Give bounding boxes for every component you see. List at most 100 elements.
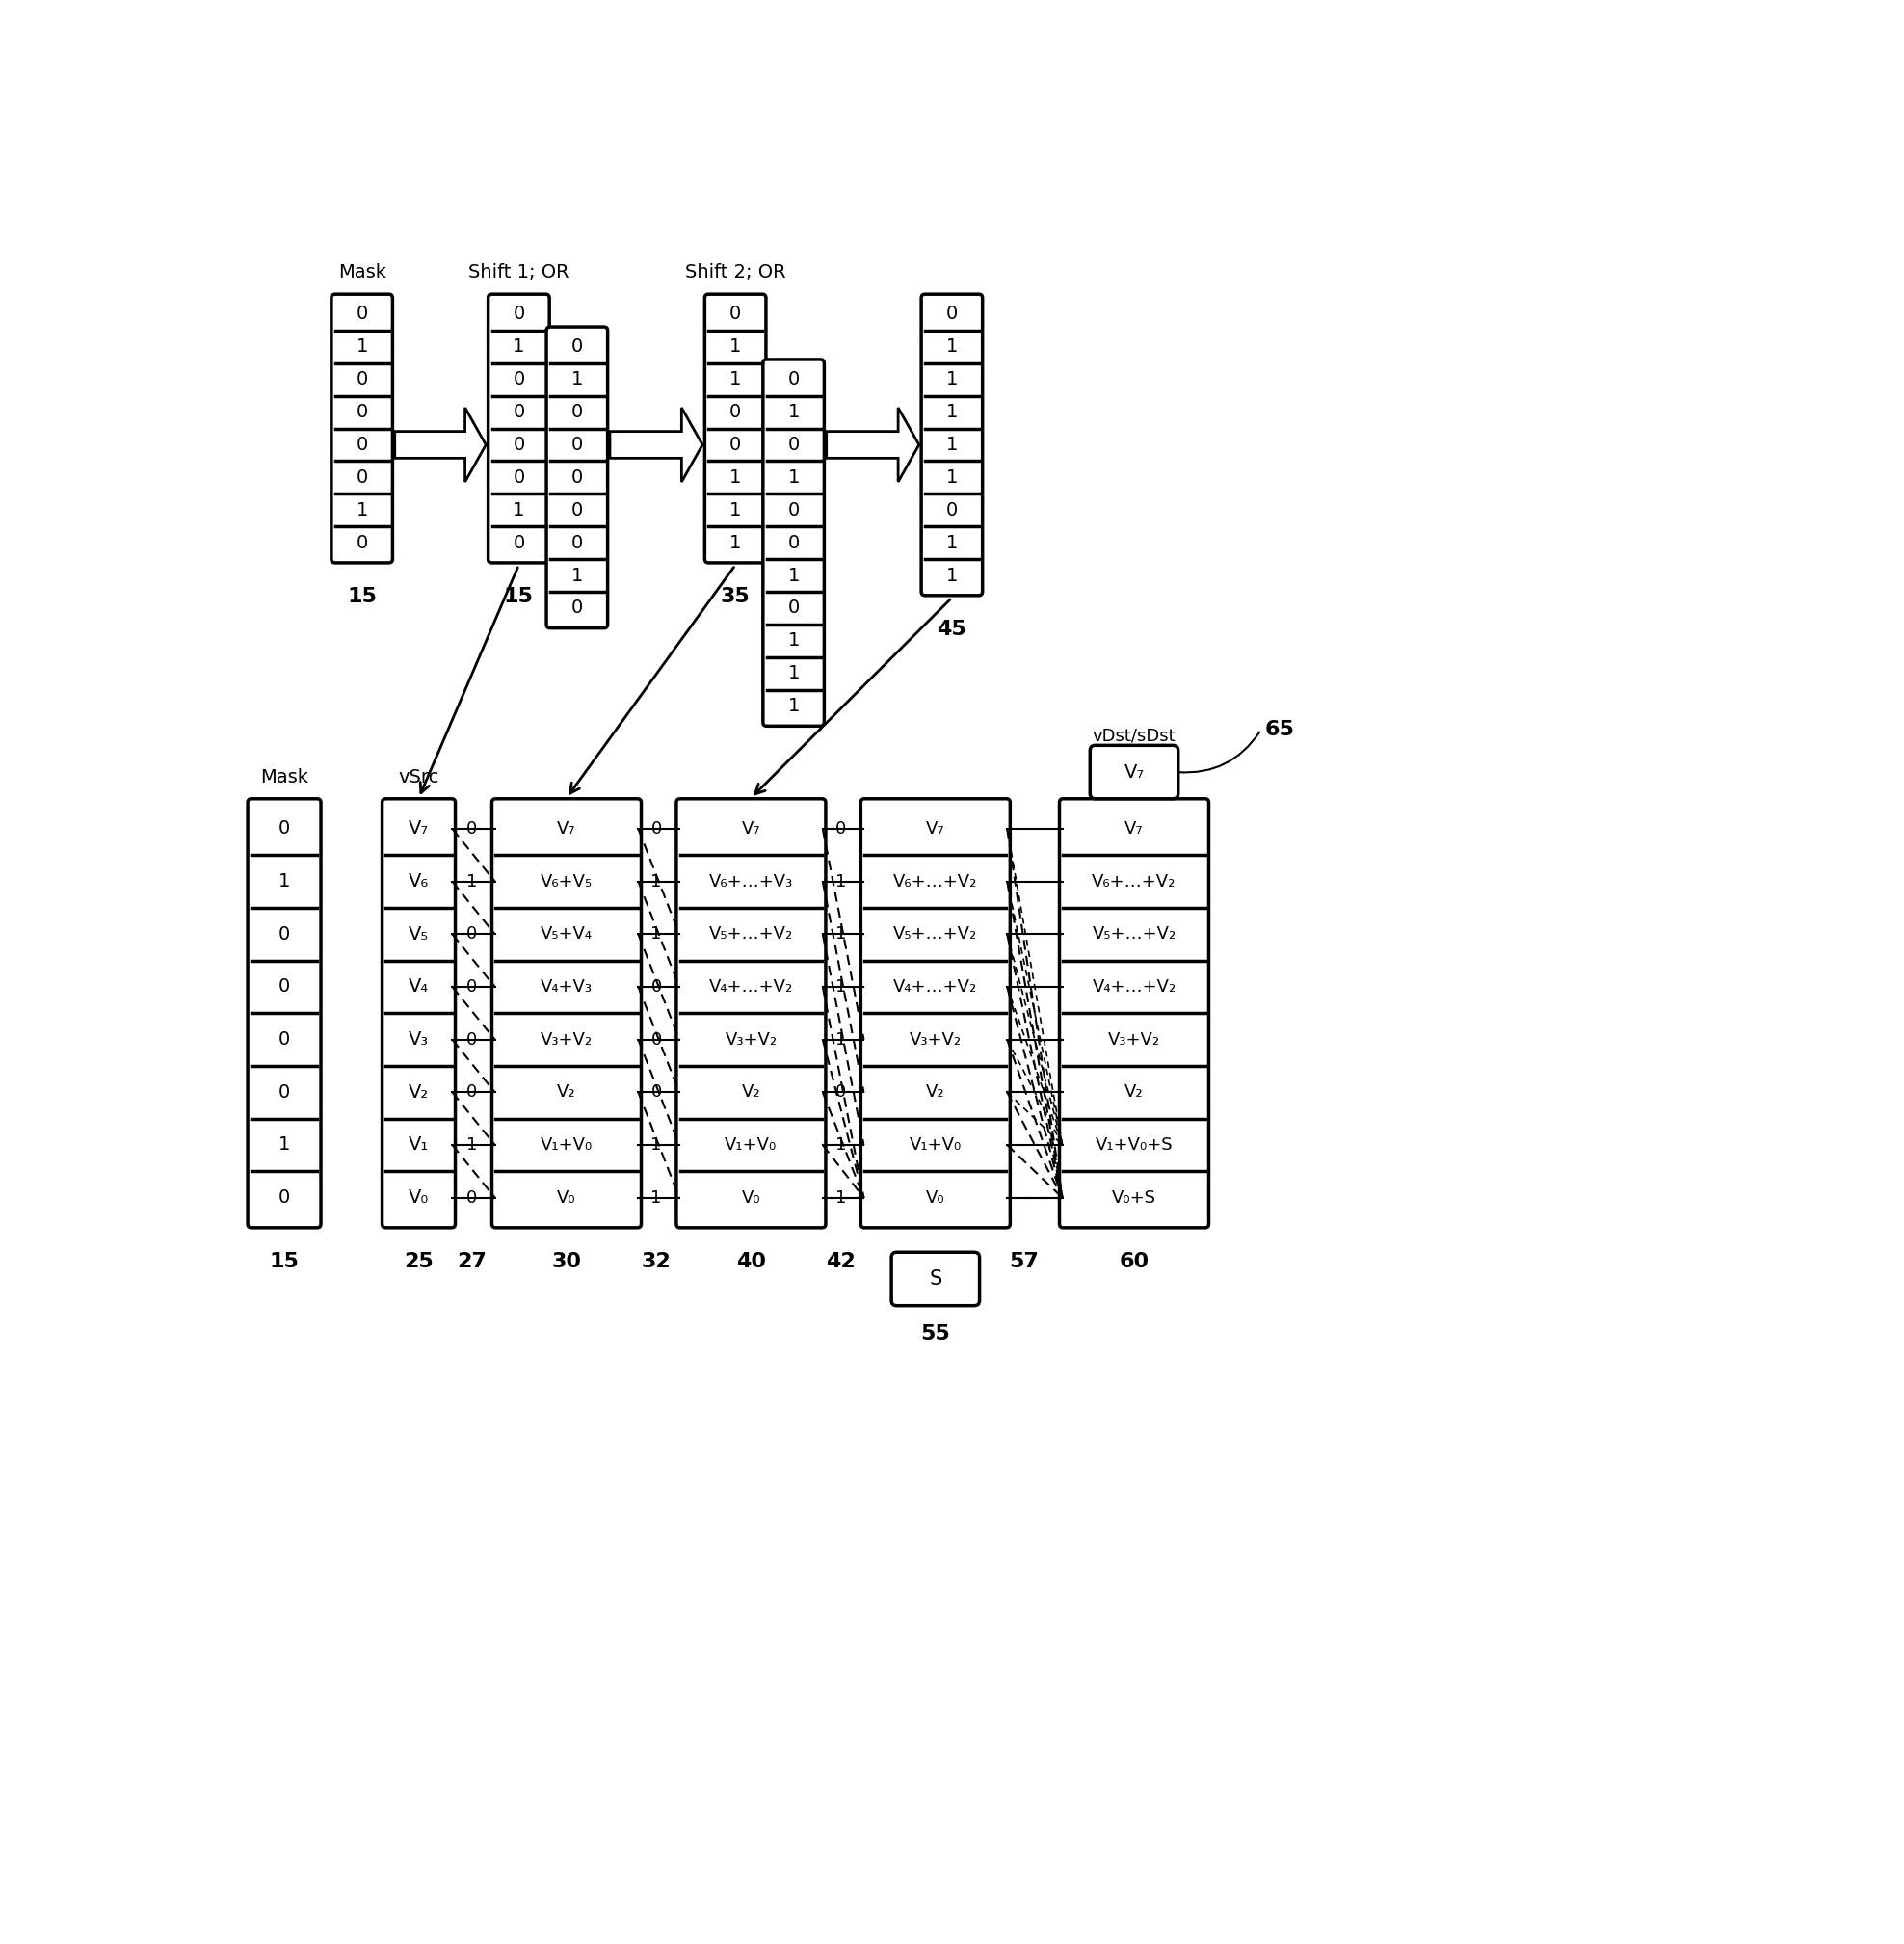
Text: V₂: V₂ — [1125, 1083, 1144, 1100]
Text: 30: 30 — [552, 1252, 581, 1271]
Text: 42: 42 — [826, 1252, 855, 1271]
Text: V₁: V₁ — [409, 1135, 428, 1155]
Text: 0: 0 — [466, 1083, 478, 1100]
Text: 0: 0 — [836, 1083, 845, 1100]
Text: 1: 1 — [278, 873, 289, 890]
Text: 1: 1 — [946, 566, 958, 585]
Text: V₇: V₇ — [741, 820, 760, 838]
Text: V₃+V₂: V₃+V₂ — [541, 1030, 592, 1048]
Text: 1: 1 — [651, 873, 663, 890]
Text: 0: 0 — [788, 369, 800, 389]
Text: 1: 1 — [788, 632, 800, 649]
Text: V₆+…+V₂: V₆+…+V₂ — [1093, 873, 1177, 890]
Text: V₄: V₄ — [409, 978, 428, 995]
Text: V₅+V₄: V₅+V₄ — [541, 925, 592, 943]
Text: 1: 1 — [946, 402, 958, 422]
Text: 57: 57 — [1009, 1252, 1040, 1271]
Text: 0: 0 — [946, 502, 958, 519]
Text: 1: 1 — [729, 502, 741, 519]
Text: 0: 0 — [356, 469, 367, 486]
Text: 1: 1 — [729, 369, 741, 389]
Text: vDst/sDst: vDst/sDst — [1093, 727, 1177, 745]
Text: 0: 0 — [278, 820, 289, 838]
Text: 1: 1 — [729, 469, 741, 486]
Text: 0: 0 — [466, 925, 478, 943]
Text: 0: 0 — [278, 1030, 289, 1048]
Text: V₀: V₀ — [925, 1190, 944, 1207]
FancyBboxPatch shape — [383, 799, 455, 1229]
Text: V₆+…+V₂: V₆+…+V₂ — [893, 873, 977, 890]
Text: 0: 0 — [512, 533, 526, 552]
Text: 1: 1 — [651, 925, 663, 943]
Text: V₁+V₀: V₁+V₀ — [910, 1137, 962, 1153]
Text: V₅+…+V₂: V₅+…+V₂ — [1093, 925, 1177, 943]
Polygon shape — [394, 408, 486, 482]
Text: 1: 1 — [512, 338, 526, 356]
Text: V₄+…+V₂: V₄+…+V₂ — [708, 978, 794, 995]
Text: 0: 0 — [512, 435, 526, 455]
Text: Mask: Mask — [261, 768, 308, 785]
Text: 1: 1 — [836, 1137, 845, 1153]
Text: V₃+V₂: V₃+V₂ — [910, 1030, 962, 1048]
Text: 50: 50 — [920, 1252, 950, 1271]
Text: 35: 35 — [720, 587, 750, 607]
Text: S: S — [929, 1269, 942, 1289]
Polygon shape — [826, 408, 920, 482]
Text: 0: 0 — [571, 469, 583, 486]
Text: 0: 0 — [788, 533, 800, 552]
FancyBboxPatch shape — [546, 327, 607, 628]
Text: 1: 1 — [356, 502, 367, 519]
Text: V₂: V₂ — [741, 1083, 760, 1100]
Text: 0: 0 — [356, 402, 367, 422]
Text: 1: 1 — [946, 533, 958, 552]
Text: V₃+V₂: V₃+V₂ — [725, 1030, 777, 1048]
Text: 1: 1 — [788, 402, 800, 422]
Text: 25: 25 — [404, 1252, 434, 1271]
FancyBboxPatch shape — [676, 799, 826, 1229]
Text: V₇: V₇ — [409, 820, 428, 838]
Text: 0: 0 — [512, 469, 526, 486]
FancyBboxPatch shape — [1091, 745, 1179, 799]
Text: 1: 1 — [512, 502, 526, 519]
Text: V₃: V₃ — [409, 1030, 428, 1048]
Text: 40: 40 — [737, 1252, 765, 1271]
FancyBboxPatch shape — [331, 294, 392, 562]
Text: V₇: V₇ — [558, 820, 577, 838]
Text: 1: 1 — [836, 1030, 845, 1048]
Text: 15: 15 — [505, 587, 533, 607]
Text: 0: 0 — [466, 820, 478, 838]
Text: V₅+…+V₂: V₅+…+V₂ — [893, 925, 977, 943]
Text: 0: 0 — [356, 435, 367, 455]
Text: V₁+V₀: V₁+V₀ — [541, 1137, 592, 1153]
Text: V₇: V₇ — [1125, 820, 1144, 838]
Text: vSrc: vSrc — [398, 768, 440, 785]
Text: 1: 1 — [946, 469, 958, 486]
Text: 0: 0 — [512, 369, 526, 389]
Text: 1: 1 — [466, 873, 478, 890]
Text: 1: 1 — [788, 469, 800, 486]
Text: V₁+V₀: V₁+V₀ — [725, 1137, 777, 1153]
Text: 0: 0 — [356, 369, 367, 389]
Text: 32: 32 — [642, 1252, 670, 1271]
FancyBboxPatch shape — [861, 799, 1011, 1229]
FancyBboxPatch shape — [487, 294, 550, 562]
Text: 0: 0 — [651, 1030, 661, 1048]
Text: 15: 15 — [270, 1252, 299, 1271]
Text: 1: 1 — [729, 533, 741, 552]
Text: 0: 0 — [356, 305, 367, 323]
FancyBboxPatch shape — [764, 360, 824, 725]
Text: Shift 1; OR: Shift 1; OR — [468, 262, 569, 282]
Text: V₆: V₆ — [409, 873, 428, 890]
Text: 15: 15 — [347, 587, 377, 607]
Text: 0: 0 — [466, 978, 478, 995]
FancyBboxPatch shape — [491, 799, 642, 1229]
Text: 0: 0 — [651, 1083, 661, 1100]
Polygon shape — [609, 408, 703, 482]
Text: V₃+V₂: V₃+V₂ — [1108, 1030, 1160, 1048]
Text: 1: 1 — [571, 566, 583, 585]
Text: 1: 1 — [466, 1137, 478, 1153]
Text: 65: 65 — [1264, 719, 1295, 739]
Text: 1: 1 — [729, 338, 741, 356]
Text: 1: 1 — [946, 369, 958, 389]
Text: 1: 1 — [946, 435, 958, 455]
